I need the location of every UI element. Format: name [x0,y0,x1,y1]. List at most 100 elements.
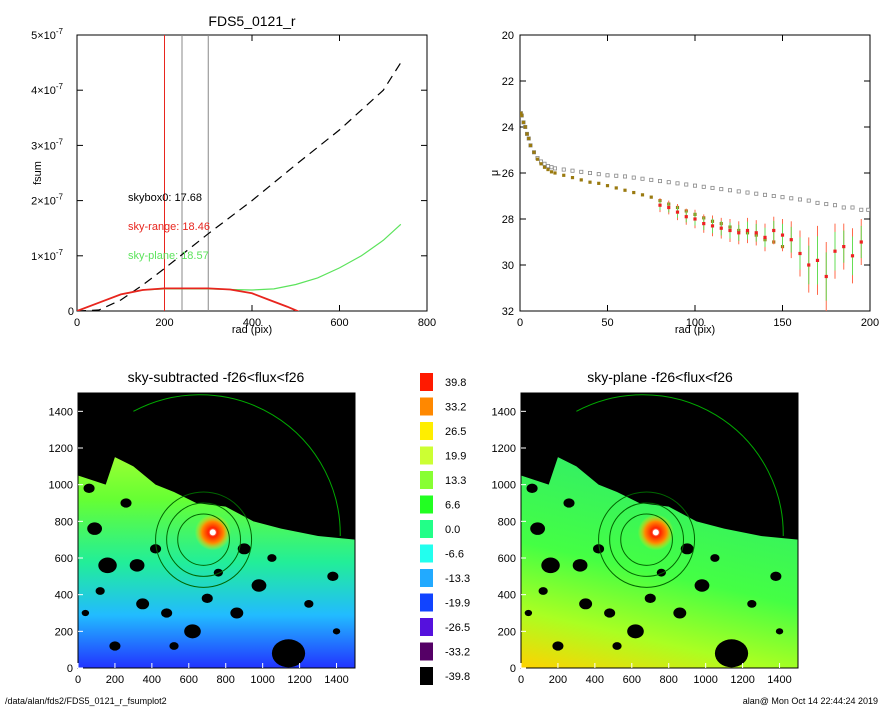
x-tick-label: 800 [217,674,235,686]
red-profile-point [842,245,846,249]
y-tick-label: 30 [502,260,514,272]
olive-profile-point [523,125,527,129]
red-profile-point [684,215,688,219]
masked-object [612,642,622,650]
y-tick-label: 600 [55,553,73,565]
masked-object [680,543,694,555]
red-profile-point [807,263,811,267]
red-profile-point [850,254,855,258]
y-tick-label: 1400 [492,406,516,418]
colorbar-label: -6.6 [445,549,464,561]
colorbar-label: 39.8 [445,377,466,389]
colorbar-label: 19.9 [445,451,466,463]
grey-profile-point [789,196,794,201]
colorbar-swatch [420,642,433,661]
grey-profile-point [710,185,715,190]
x-tick-label: 100 [686,317,704,329]
y-tick-exponent: -7 [56,137,64,146]
red-profile-point [693,217,697,221]
grey-profile-point [614,173,619,178]
masked-object [644,593,656,604]
olive-profile-point [570,176,575,180]
x-tick-label: 0 [518,674,524,686]
masked-object [184,624,201,639]
grey-profile-point [684,182,689,187]
olive-profile-point [623,188,627,192]
grey-profile-point [763,192,768,197]
x-tick-label: 400 [586,674,604,686]
masked-object [271,639,306,668]
olive-profile-point [632,190,636,195]
grey-profile-point [771,193,776,198]
olive-profile-point [546,167,550,172]
red-profile-point [728,228,732,233]
grey-profile-point [719,187,724,192]
image-frame [520,392,799,669]
x-tick-label: 200 [549,674,567,686]
x-tick-label: 0 [75,674,81,686]
grey-profile-point [542,161,547,166]
y-tick-label: 1400 [49,406,73,418]
masked-object [201,593,213,604]
x-tick-label: 1000 [250,674,274,686]
sky-annulus-ring [155,491,253,588]
y-tick-label: 400 [498,590,516,602]
red-profile-point [675,210,680,214]
red-profile-point [745,228,750,233]
y-tick-label: 800 [55,516,73,528]
image-frame [77,392,356,669]
olive-profile-point [532,150,536,154]
red-profile-point [780,233,785,237]
sky-annulus-ring [620,513,673,566]
y-tick-label: 1000 [49,480,73,492]
red-profile-point [737,231,741,235]
y-tick-label: 26 [502,168,514,180]
masked-object [109,641,121,651]
colorbar-label: -39.8 [445,671,470,683]
masked-object [563,498,575,508]
image-flux-region [78,457,355,668]
masked-object [120,498,132,508]
red-profile-point [667,205,671,210]
x-tick-label: 400 [143,674,161,686]
masked-object [770,571,782,582]
y-tick-label: 3×10-7 [31,137,63,152]
plot1-title: FDS5_0121_r [208,13,296,29]
sky-plane-image: sky-plane -f26<flux<f26 0 200 400 600 800 100… [492,369,799,686]
grey-profile-point [754,191,759,196]
masked-object [129,559,145,572]
outer-boundary-arc [133,394,341,537]
grey-profile-point [701,184,706,189]
masked-object [136,598,150,610]
grey-profile-point [815,200,820,205]
olive-profile-point [597,181,601,185]
olive-profile-point [527,136,531,141]
red-profile-point [710,224,715,228]
y-tick-label: 0 [68,306,74,318]
plot2-xlabel: rad (pix) [675,324,715,336]
plot1-frame [76,34,428,312]
red-profile-point [833,249,837,253]
red-profile-point [702,222,706,226]
olive-profile-point [528,143,533,147]
x-tick-label: 800 [660,674,678,686]
grey-profile-point [561,167,566,172]
y-tick-label: 400 [55,590,73,602]
olive-profile-point [539,162,543,166]
sky-annulus-ring [598,491,696,588]
colorbar-swatch [420,593,433,612]
colorbar-label: 13.3 [445,475,466,487]
olive-profile-point [649,195,653,199]
masked-object [526,483,538,494]
plot1-ylabel: fsum [32,161,44,185]
x-tick-label: 600 [623,674,641,686]
masked-object [87,522,103,535]
red-profile-point [798,251,802,256]
grey-profile-point [666,180,671,185]
x-tick-label: 0 [74,317,80,329]
y-tick-label: 1200 [492,443,516,455]
colorbar-label: 26.5 [445,426,466,438]
fsum-vs-radius-plot: FDS5_0121_r 0 200 400 600 800 0 1×10-7 2×10-7 3×… [31,13,436,336]
masked-object [213,568,223,577]
